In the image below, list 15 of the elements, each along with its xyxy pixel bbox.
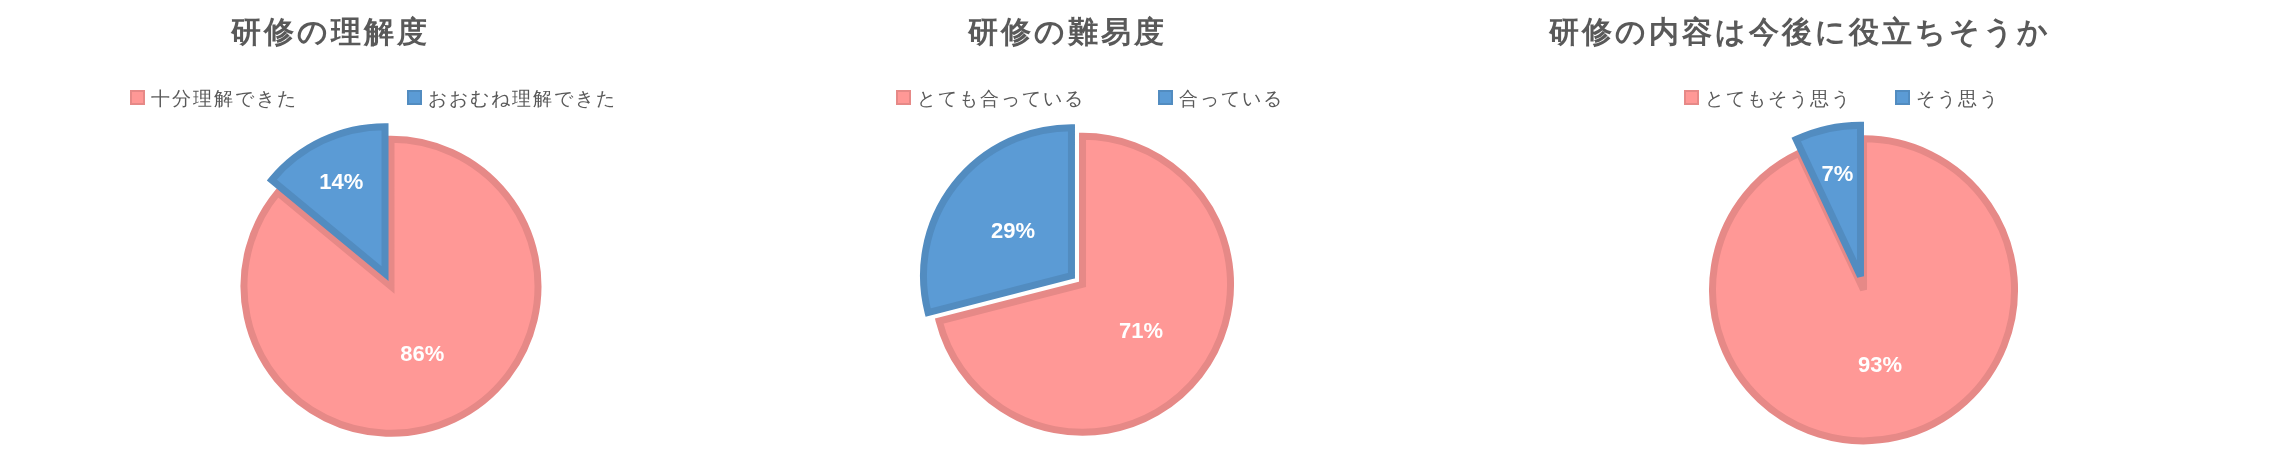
data-label: 86% bbox=[400, 340, 445, 366]
data-label: 93% bbox=[1857, 351, 1903, 377]
data-label: 29% bbox=[990, 218, 1036, 244]
chart-title: 研修の理解度 bbox=[229, 15, 430, 48]
legend-label: とても合っている bbox=[917, 88, 1085, 109]
legend-label: そう思う bbox=[1916, 88, 2000, 109]
legend-label: 合っている bbox=[1179, 88, 1284, 109]
legend-label: おおむね理解できた bbox=[428, 88, 617, 109]
data-label: 7% bbox=[1821, 161, 1854, 187]
data-label: 14% bbox=[319, 168, 364, 194]
data-label: 71% bbox=[1118, 317, 1164, 343]
chart-title: 研修の難易度 bbox=[966, 15, 1167, 48]
legend-label: とてもそう思う bbox=[1705, 88, 1852, 109]
chart-title: 研修の内容は今後に役立ちそうか bbox=[1548, 15, 2051, 49]
legend-label: 十分理解できた bbox=[151, 88, 298, 109]
